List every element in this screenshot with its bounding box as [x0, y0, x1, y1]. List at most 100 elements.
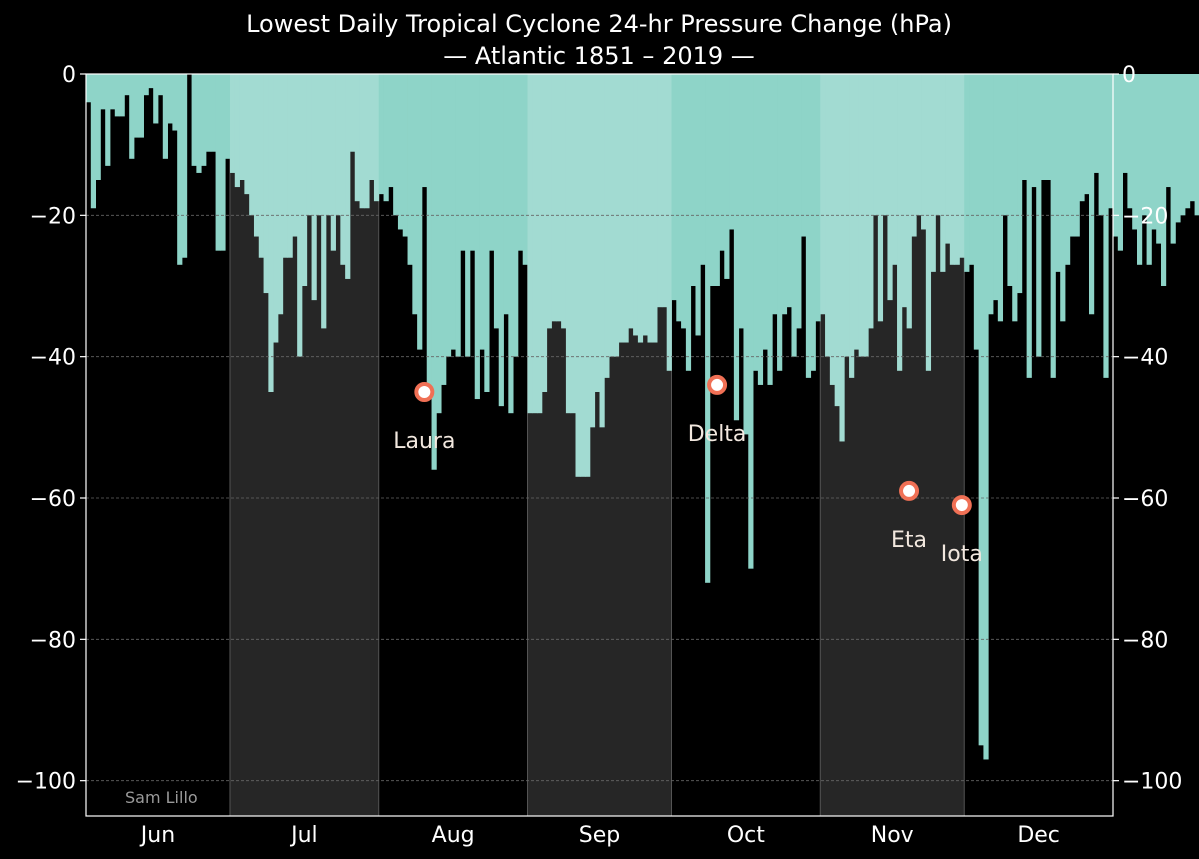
bar: [657, 74, 663, 308]
bar: [95, 74, 101, 180]
bar: [86, 74, 92, 103]
bar: [738, 74, 744, 329]
bar: [253, 74, 260, 237]
credit-label: Sam Lillo: [125, 788, 198, 807]
bar: [508, 74, 514, 414]
month-label-sep: Sep: [579, 823, 620, 848]
bar: [921, 74, 927, 230]
bar: [897, 74, 903, 371]
bar: [330, 74, 336, 251]
bar: [705, 74, 711, 583]
bar: [733, 74, 740, 421]
bar: [417, 74, 423, 350]
bar: [1026, 74, 1032, 378]
bar: [801, 74, 807, 237]
chart-subtitle: — Atlantic 1851 – 2019 —: [443, 42, 755, 70]
bar: [700, 74, 706, 265]
storm-marker-iota: [951, 495, 972, 516]
y-tick-label-right: −100: [1122, 770, 1182, 795]
bar: [1146, 74, 1152, 265]
bar: [906, 74, 912, 329]
bar: [205, 74, 212, 152]
bar: [191, 74, 197, 166]
bar: [652, 74, 658, 343]
bar: [397, 74, 404, 230]
bar: [1141, 74, 1147, 216]
bar: [1060, 74, 1066, 322]
bar: [1136, 74, 1143, 265]
bar: [1170, 74, 1176, 244]
bar: [311, 74, 317, 301]
bar: [839, 74, 845, 442]
bar: [589, 74, 596, 428]
y-tick-label-right: −40: [1122, 346, 1168, 371]
month-label-nov: Nov: [871, 823, 914, 848]
bar: [172, 74, 178, 131]
bar: [321, 74, 327, 329]
bar: [489, 74, 495, 251]
bar: [148, 74, 154, 89]
bar: [388, 74, 394, 188]
bar: [1098, 74, 1104, 216]
bar: [714, 74, 720, 286]
bar: [1007, 74, 1013, 286]
bar: [753, 74, 759, 371]
bar: [882, 74, 888, 216]
gridlines: [86, 214, 1113, 782]
bar: [282, 74, 288, 258]
y-axis-right: 0 −20 −40 −60 −80 −100: [1113, 63, 1182, 795]
bar: [940, 74, 946, 272]
bar: [561, 74, 567, 329]
bar: [196, 74, 202, 173]
bar: [1180, 74, 1186, 216]
bar: [129, 74, 135, 159]
bar: [973, 74, 980, 350]
bar: [757, 74, 764, 385]
bar: [873, 74, 879, 216]
bar: [354, 74, 360, 202]
y-tick-label-right: −60: [1122, 487, 1168, 512]
bar: [393, 74, 399, 216]
bar: [997, 74, 1004, 322]
bar: [820, 74, 826, 315]
storm-label-laura: Laura: [393, 429, 455, 454]
bar: [1132, 74, 1138, 230]
bar: [877, 74, 884, 322]
bar: [781, 74, 788, 315]
y-tick-label-right: 0: [1122, 63, 1136, 88]
bar: [1012, 74, 1018, 322]
bar: [306, 74, 312, 216]
bar: [959, 74, 965, 258]
bar: [642, 74, 648, 336]
storm-marker-laura: [414, 382, 435, 402]
bar: [373, 74, 380, 202]
bar: [1045, 74, 1052, 180]
bar: [805, 74, 812, 378]
storm-marker-eta: [899, 480, 920, 501]
bar: [647, 74, 653, 343]
bar: [930, 74, 936, 272]
bar: [1084, 74, 1090, 195]
bar: [724, 74, 730, 279]
bar: [681, 74, 687, 329]
bar: [551, 74, 557, 322]
bar: [369, 74, 375, 180]
bar: [690, 74, 696, 286]
bar: [604, 74, 610, 378]
bar: [993, 74, 999, 301]
bar: [1002, 74, 1008, 216]
bar: [815, 74, 821, 322]
chart-title: Lowest Daily Tropical Cyclone 24-hr Pres…: [246, 10, 952, 38]
bar: [1184, 74, 1191, 209]
bar: [743, 74, 749, 435]
bar: [301, 74, 308, 286]
bar: [450, 74, 456, 350]
bar: [1103, 74, 1109, 378]
bar: [1151, 74, 1157, 230]
bar: [810, 74, 816, 371]
bar: [599, 74, 605, 428]
bar: [532, 74, 538, 414]
bar: [239, 74, 245, 180]
bar: [522, 74, 528, 265]
month-label-dec: Dec: [1017, 823, 1060, 848]
